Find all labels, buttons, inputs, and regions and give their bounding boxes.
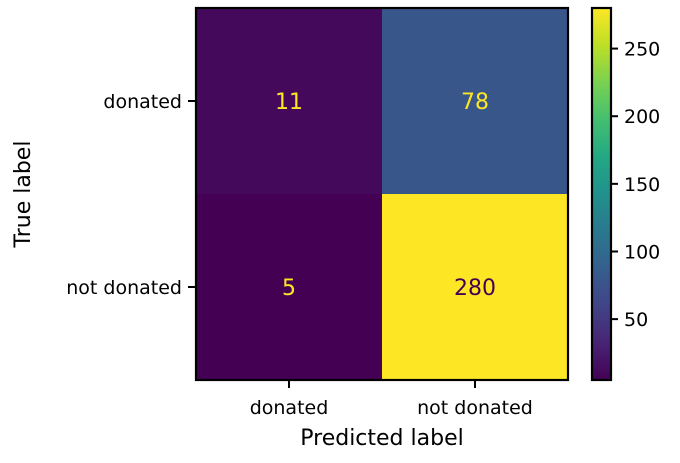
cell-value-labels: 11 78 5 280 [275, 90, 496, 301]
heatmap-cells [196, 8, 569, 381]
colorbar-tick-label: 50 [624, 309, 648, 331]
x-tick-label: not donated [417, 397, 533, 419]
colorbar-tick-label: 250 [624, 39, 660, 61]
colorbar-tick-label: 100 [624, 241, 660, 263]
x-tick-label: donated [250, 397, 329, 419]
colorbar-frame [590, 6, 613, 382]
x-axis-ticks: donated not donated [250, 380, 533, 419]
cell-value-label: 5 [282, 276, 296, 301]
colorbar-gradient [592, 8, 611, 380]
heatmap-cell [196, 8, 383, 195]
cell-value-label: 11 [275, 90, 303, 115]
heatmap-cell [382, 194, 569, 381]
y-axis-ticks: donated not donated [66, 91, 196, 299]
heatmap-cell [382, 8, 569, 195]
y-tick-label: donated [103, 91, 182, 113]
colorbar-tick-label: 200 [624, 106, 660, 128]
cell-value-label: 78 [461, 90, 489, 115]
plot-frame [194, 6, 570, 382]
x-axis-title: Predicted label [300, 426, 463, 451]
cell-value-label: 280 [454, 276, 496, 301]
heatmap-cell [196, 194, 383, 381]
y-tick-label: not donated [66, 277, 182, 299]
colorbar: 50 100 150 200 250 [590, 6, 660, 382]
y-axis-title: True label [11, 141, 36, 249]
colorbar-tick-label: 150 [624, 174, 660, 196]
colorbar-ticks: 50 100 150 200 250 [611, 39, 660, 331]
